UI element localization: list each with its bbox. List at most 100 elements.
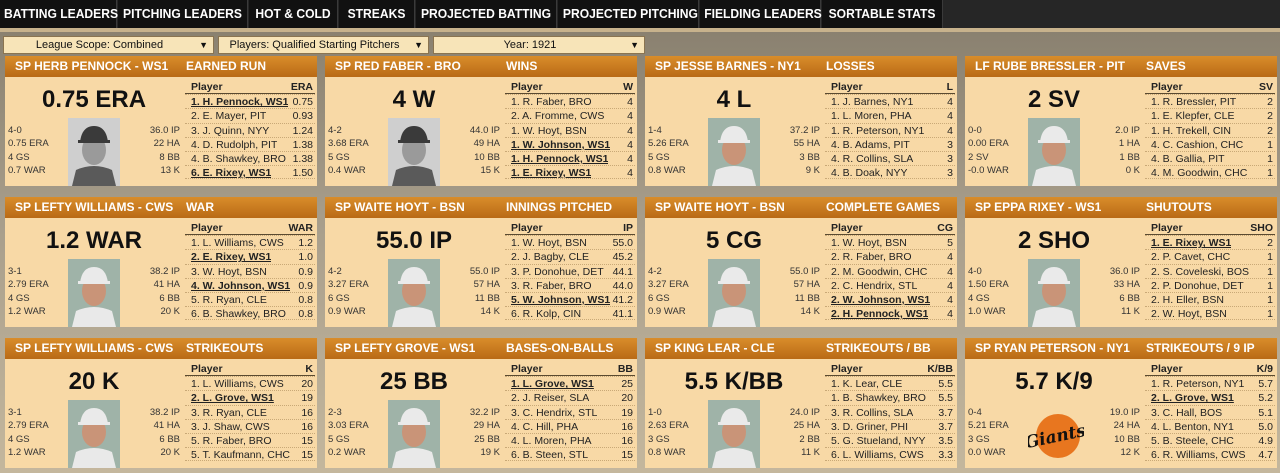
leader-name[interactable]: 2. J. Bagby, CLE <box>511 251 590 264</box>
leader-name[interactable]: 4. D. Rudolph, PIT <box>191 138 278 151</box>
table-row[interactable]: 4. R. Collins, SLA 3 <box>825 150 955 165</box>
leader-name[interactable]: 1. E. Rixey, WS1 <box>1151 237 1232 250</box>
table-row[interactable]: 2. J. Reiser, SLA 20 <box>505 390 635 404</box>
leader-name[interactable]: 4. W. Johnson, WS1 <box>191 279 291 292</box>
table-row[interactable]: 1. R. Peterson, NY1 4 <box>825 122 955 137</box>
tab-projected-batting[interactable]: PROJECTED BATTING <box>416 0 557 28</box>
leader-name[interactable]: 5. W. Johnson, WS1 <box>511 293 611 306</box>
league-scope-dropdown[interactable]: League Scope: Combined ▼ <box>3 36 214 54</box>
leader-name[interactable]: 4. M. Goodwin, CHC <box>1151 167 1248 180</box>
player-name[interactable]: SP LEFTY GROVE - WS1 <box>335 341 476 355</box>
leader-name[interactable]: 2. J. Reiser, SLA <box>511 392 590 405</box>
leader-name[interactable]: 6. B. Steen, STL <box>511 449 589 462</box>
leader-name[interactable]: 2. L. Grove, WS1 <box>191 392 274 405</box>
leader-name[interactable]: 2. L. Grove, WS1 <box>1151 392 1234 405</box>
leader-name[interactable]: 4. R. Collins, SLA <box>831 152 914 165</box>
tab-fielding-leaders[interactable]: FIELDING LEADERS <box>700 0 822 28</box>
table-row[interactable]: 1. L. Grove, WS1 25 <box>505 376 635 390</box>
table-row[interactable]: 4. B. Shawkey, BRO 1.38 <box>185 150 315 165</box>
table-row[interactable]: 6. E. Rixey, WS1 1.50 <box>185 165 315 180</box>
table-row[interactable]: 1. E. Klepfer, CLE 2 <box>1145 108 1275 122</box>
leader-name[interactable]: 1. R. Peterson, NY1 <box>1151 378 1245 391</box>
leader-name[interactable]: 3. C. Hendrix, STL <box>511 406 598 419</box>
tab-projected-pitching[interactable]: PROJECTED PITCHING <box>558 0 699 28</box>
table-row[interactable]: 4. D. Rudolph, PIT 1.38 <box>185 136 315 151</box>
leader-name[interactable]: 4. L. Moren, PHA <box>511 434 592 447</box>
table-row[interactable]: 1. E. Rixey, WS1 4 <box>505 165 635 180</box>
leader-name[interactable]: 1. W. Hoyt, BSN <box>511 237 587 250</box>
table-row[interactable]: 1. L. Williams, CWS 1.2 <box>185 235 315 249</box>
player-name[interactable]: SP RYAN PETERSON - NY1 <box>975 341 1130 355</box>
leader-name[interactable]: 1. H. Trekell, CIN <box>1151 124 1231 137</box>
player-photo[interactable] <box>708 400 760 468</box>
leader-name[interactable]: 3. R. Ryan, CLE <box>191 406 267 419</box>
table-row[interactable]: 1. L. Williams, CWS 20 <box>185 376 315 390</box>
leader-name[interactable]: 2. H. Pennock, WS1 <box>831 308 929 321</box>
table-row[interactable]: 1. K. Lear, CLE 5.5 <box>825 376 955 390</box>
table-row[interactable]: 3. J. Quinn, NYY 1.24 <box>185 122 315 137</box>
table-row[interactable]: 2. C. Hendrix, STL 4 <box>825 277 955 292</box>
leader-name[interactable]: 6. R. Kolp, CIN <box>511 308 582 321</box>
table-row[interactable]: 4. B. Gallia, PIT 1 <box>1145 150 1275 165</box>
leader-name[interactable]: 2. P. Cavet, CHC <box>1151 251 1231 264</box>
table-row[interactable]: 2. H. Eller, BSN 1 <box>1145 291 1275 306</box>
year-dropdown[interactable]: Year: 1921 ▼ <box>433 36 645 54</box>
leader-name[interactable]: 3. W. Hoyt, BSN <box>191 265 267 278</box>
tab-pitching-leaders[interactable]: PITCHING LEADERS <box>118 0 248 28</box>
table-row[interactable]: 6. B. Steen, STL 15 <box>505 447 635 462</box>
leader-name[interactable]: 4. B. Gallia, PIT <box>1151 152 1225 165</box>
table-row[interactable]: 2. A. Fromme, CWS 4 <box>505 108 635 122</box>
table-row[interactable]: 3. J. Shaw, CWS 16 <box>185 418 315 433</box>
player-photo[interactable] <box>388 400 440 468</box>
table-row[interactable]: 1. R. Faber, BRO 4 <box>505 94 635 108</box>
leader-name[interactable]: 1. H. Pennock, WS1 <box>511 152 609 165</box>
table-row[interactable]: 2. E. Mayer, PIT 0.93 <box>185 108 315 122</box>
table-row[interactable]: 6. B. Shawkey, BRO 0.8 <box>185 306 315 321</box>
player-photo[interactable] <box>1028 118 1080 186</box>
player-name[interactable]: LF RUBE BRESSLER - PIT <box>975 59 1126 73</box>
leader-name[interactable]: 6. R. Williams, CWS <box>1151 449 1246 462</box>
table-row[interactable]: 3. R. Ryan, CLE 16 <box>185 404 315 419</box>
table-row[interactable]: 5. R. Ryan, CLE 0.8 <box>185 291 315 306</box>
leader-name[interactable]: 2. E. Mayer, PIT <box>191 110 267 123</box>
leader-name[interactable]: 5. B. Steele, CHC <box>1151 434 1234 447</box>
leader-name[interactable]: 1. W. Hoyt, BSN <box>831 237 907 250</box>
leader-name[interactable]: 1. L. Williams, CWS <box>191 378 284 391</box>
leader-name[interactable]: 4. C. Cashion, CHC <box>1151 138 1244 151</box>
table-row[interactable]: 4. B. Doak, NYY 3 <box>825 165 955 180</box>
player-name[interactable]: SP LEFTY WILLIAMS - CWS <box>15 200 174 214</box>
table-row[interactable]: 2. L. Grove, WS1 5.2 <box>1145 390 1275 404</box>
leader-name[interactable]: 1. R. Bressler, PIT <box>1151 96 1237 109</box>
player-name[interactable]: SP JESSE BARNES - NY1 <box>655 59 801 73</box>
table-row[interactable]: 6. R. Kolp, CIN 41.1 <box>505 306 635 321</box>
leader-name[interactable]: 5. R. Faber, BRO <box>191 434 272 447</box>
table-row[interactable]: 1. W. Johnson, WS1 4 <box>505 136 635 151</box>
table-row[interactable]: 2. W. Hoyt, BSN 1 <box>1145 306 1275 321</box>
leader-name[interactable]: 1. L. Moren, PHA <box>831 110 912 123</box>
leader-name[interactable]: 4. L. Benton, NY1 <box>1151 420 1234 433</box>
leader-name[interactable]: 1. B. Shawkey, BRO <box>831 392 926 405</box>
tab-hot-cold[interactable]: HOT & COLD <box>249 0 338 28</box>
table-row[interactable]: 2. M. Goodwin, CHC 4 <box>825 263 955 278</box>
leader-name[interactable]: 6. L. Williams, CWS <box>831 449 924 462</box>
players-dropdown[interactable]: Players: Qualified Starting Pitchers ▼ <box>218 36 429 54</box>
table-row[interactable]: 1. R. Bressler, PIT 2 <box>1145 94 1275 108</box>
table-row[interactable]: 2. W. Johnson, WS1 4 <box>825 291 955 306</box>
leader-name[interactable]: 1. K. Lear, CLE <box>831 378 903 391</box>
leader-name[interactable]: 2. R. Faber, BRO <box>831 251 912 264</box>
table-row[interactable]: 3. R. Faber, BRO 44.0 <box>505 277 635 292</box>
leader-name[interactable]: 6. B. Shawkey, BRO <box>191 308 286 321</box>
table-row[interactable]: 2. L. Grove, WS1 19 <box>185 390 315 404</box>
leader-name[interactable]: 2. P. Donohue, DET <box>1151 279 1244 292</box>
leader-name[interactable]: 4. B. Doak, NYY <box>831 167 908 180</box>
table-row[interactable]: 4. L. Benton, NY1 5.0 <box>1145 418 1275 433</box>
table-row[interactable]: 2. P. Donohue, DET 1 <box>1145 277 1275 292</box>
leader-name[interactable]: 1. W. Johnson, WS1 <box>511 138 611 151</box>
table-row[interactable]: 1. W. Hoyt, BSN 5 <box>825 235 955 249</box>
table-row[interactable]: 1. W. Hoyt, BSN 4 <box>505 122 635 137</box>
player-name[interactable]: SP WAITE HOYT - BSN <box>655 200 785 214</box>
table-row[interactable]: 2. R. Faber, BRO 4 <box>825 249 955 263</box>
leader-name[interactable]: 2. A. Fromme, CWS <box>511 110 605 123</box>
player-name[interactable]: SP HERB PENNOCK - WS1 <box>15 59 169 73</box>
player-photo[interactable] <box>708 259 760 327</box>
